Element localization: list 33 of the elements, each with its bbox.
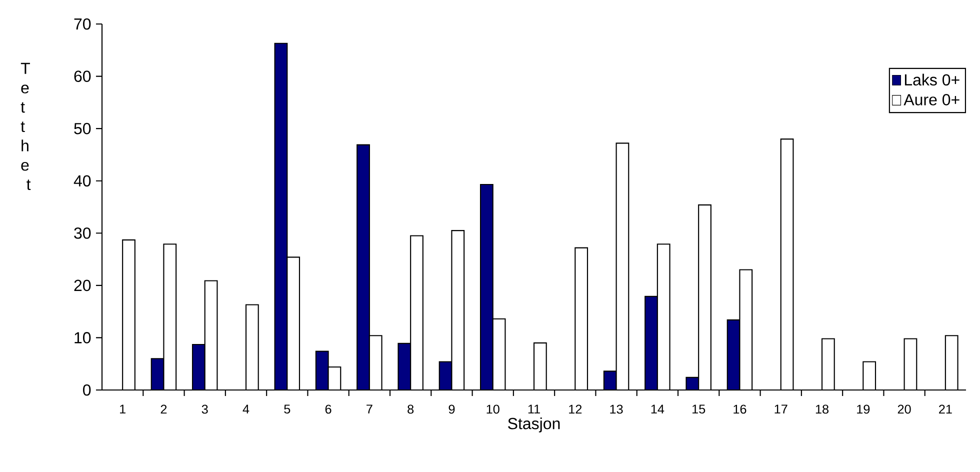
x-tick-label: 4 (242, 404, 250, 414)
x-tick-label: 13 (610, 404, 623, 414)
x-axis-title: Stasjon (508, 418, 560, 432)
x-tick-label: 9 (448, 404, 455, 414)
x-tick-label: 16 (734, 404, 746, 414)
y-tick-label: 10 (74, 332, 91, 344)
x-tick-label: 11 (528, 404, 540, 414)
x-tick-label: 21 (939, 404, 952, 414)
x-tick-label: 15 (692, 404, 706, 414)
legend-label: Aure 0+ (904, 94, 960, 106)
y-tick-label: 20 (74, 280, 91, 292)
x-tick-label: 12 (569, 404, 582, 414)
x-tick-label: 5 (284, 404, 290, 414)
y-tick-label: 30 (74, 227, 91, 239)
legend-label: Laks 0+ (904, 74, 960, 86)
x-tick-label: 7 (366, 404, 372, 414)
y-tick-label: 60 (74, 70, 91, 82)
x-tick-label: 18 (816, 404, 829, 414)
x-tick-label: 6 (325, 404, 332, 414)
x-tick-label: 2 (160, 404, 167, 414)
x-tick-label: 3 (202, 404, 208, 414)
y-tick-label: 50 (74, 122, 91, 134)
x-tick-label: 19 (857, 404, 870, 414)
x-tick-label: 20 (898, 404, 911, 414)
x-tick-label: 17 (774, 404, 788, 414)
x-tick-label: 10 (486, 404, 500, 414)
y-tick-label: 0 (83, 384, 91, 396)
y-tick-label: 70 (74, 18, 91, 30)
x-tick-label: 14 (651, 404, 664, 414)
y-axis-title: Tetthet (20, 62, 31, 190)
x-tick-label: 8 (408, 404, 414, 414)
x-tick-label: 1 (120, 404, 126, 414)
y-tick-label: 40 (74, 175, 91, 187)
